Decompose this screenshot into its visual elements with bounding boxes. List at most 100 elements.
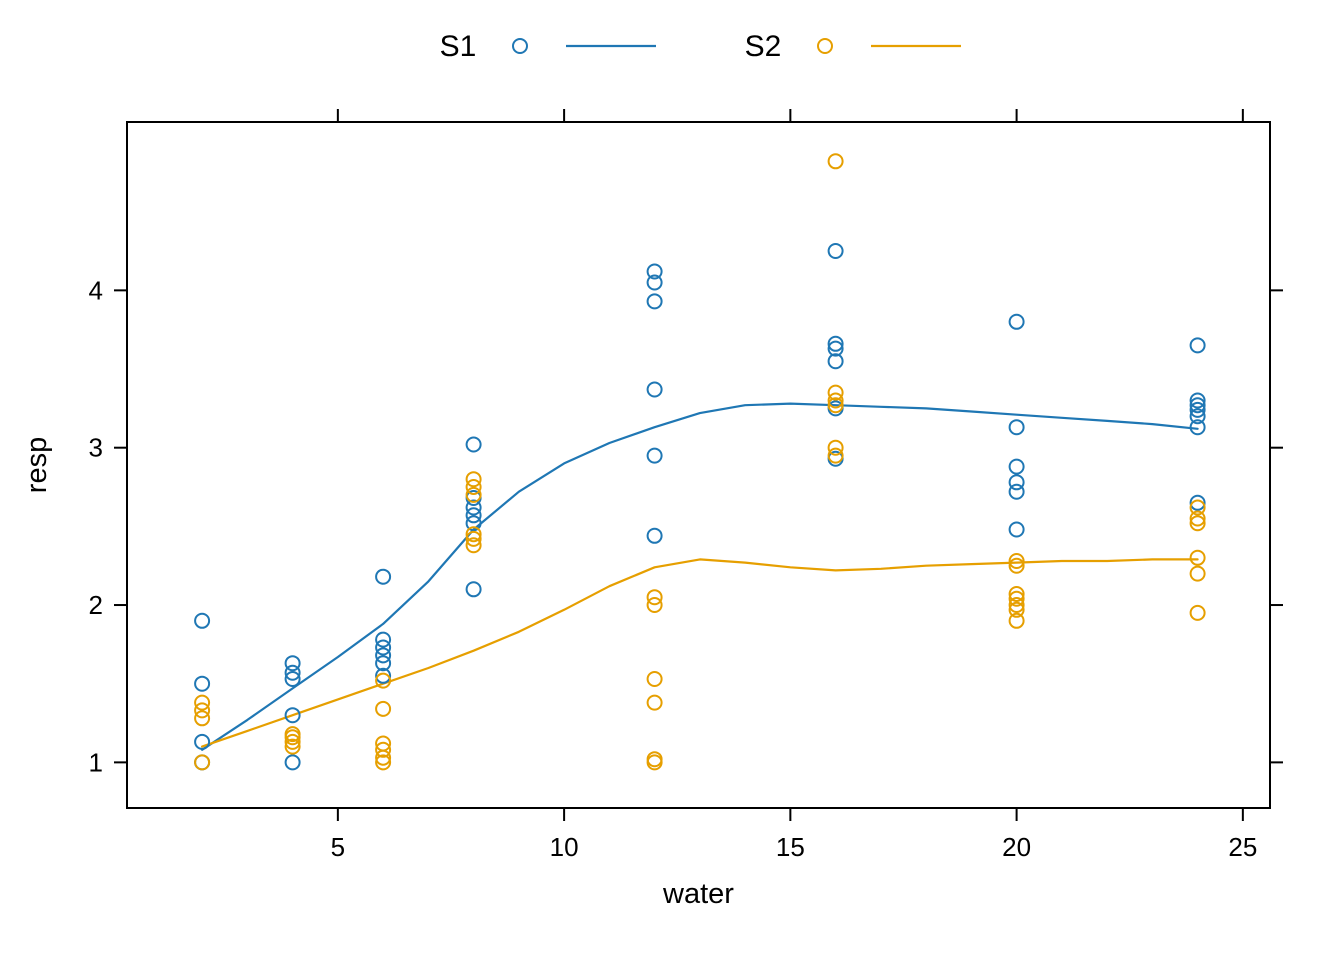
data-point-S2 (646, 671, 663, 687)
y-tick-label: 2 (89, 590, 103, 620)
data-point-S2 (827, 153, 844, 170)
data-point-S2 (646, 597, 663, 613)
data-point-S2 (646, 754, 663, 771)
data-point-S2 (194, 710, 211, 727)
y-tick-label: 1 (89, 747, 103, 777)
x-tick-label: 25 (1228, 832, 1257, 862)
data-point-S1 (465, 507, 482, 524)
data-point-S1 (465, 515, 482, 532)
x-tick-label: 15 (776, 832, 805, 862)
data-point-S1 (465, 499, 482, 516)
data-point-S2 (827, 392, 844, 409)
data-point-S1 (375, 647, 392, 664)
data-point-S1 (646, 274, 663, 291)
data-point-S1 (284, 754, 301, 771)
data-point-S2 (827, 384, 844, 401)
data-point-S2 (465, 537, 482, 554)
data-point-S2 (1008, 557, 1025, 574)
data-point-S1 (284, 671, 301, 687)
data-point-S2 (465, 526, 482, 543)
data-point-S2 (827, 397, 844, 414)
data-point-S2 (1008, 590, 1025, 607)
data-point-S2 (375, 749, 392, 766)
data-point-S1 (375, 655, 392, 672)
data-point-S1 (827, 340, 844, 357)
data-point-S1 (646, 263, 663, 280)
data-point-S1 (1008, 458, 1025, 475)
data-point-S1 (284, 655, 301, 672)
legend-label-S2: S2 (745, 30, 782, 63)
data-point-S1 (1189, 401, 1206, 418)
x-tick-label: 20 (1002, 832, 1031, 862)
data-point-S2 (375, 741, 392, 758)
data-point-S1 (1189, 408, 1206, 425)
data-point-S2 (646, 751, 663, 768)
x-axis-title: water (662, 878, 734, 910)
data-point-S1 (646, 527, 663, 544)
data-point-S2 (465, 471, 482, 488)
data-point-S2 (465, 486, 482, 503)
smooth-line-S2 (201, 558, 1199, 748)
legend-marker-S1 (512, 38, 528, 54)
data-point-S1 (646, 447, 663, 464)
data-point-S1 (646, 381, 663, 398)
y-tick-label: 3 (89, 433, 103, 463)
data-point-S1 (375, 568, 392, 585)
data-point-S2 (284, 738, 301, 755)
data-point-S2 (194, 694, 211, 711)
data-point-S1 (375, 667, 392, 684)
data-point-S2 (465, 479, 482, 495)
data-point-S2 (1008, 553, 1025, 569)
smooth-line-S1 (201, 402, 1199, 751)
data-point-S2 (284, 733, 301, 750)
data-point-S1 (194, 612, 211, 629)
data-point-S2 (284, 729, 301, 746)
x-tick-label: 10 (550, 832, 579, 862)
data-point-S2 (1008, 597, 1025, 613)
data-point-S2 (1189, 510, 1206, 527)
data-point-S1 (1008, 521, 1025, 538)
data-point-S2 (1189, 549, 1206, 566)
data-point-S2 (465, 530, 482, 547)
data-point-S1 (1008, 313, 1025, 330)
data-point-S1 (284, 707, 301, 724)
data-point-S2 (1189, 604, 1206, 621)
legend-label-S1: S1 (440, 30, 477, 63)
data-point-S1 (646, 293, 663, 310)
data-point-S1 (1189, 494, 1206, 511)
data-point-S1 (1008, 419, 1025, 436)
data-point-S2 (827, 439, 844, 456)
data-point-S2 (1189, 565, 1206, 582)
legend-marker-S2 (817, 38, 833, 54)
data-point-S1 (284, 664, 301, 681)
data-point-S2 (375, 700, 392, 717)
data-point-S2 (1189, 515, 1206, 532)
data-point-S2 (646, 694, 663, 711)
y-tick-label: 4 (89, 275, 103, 305)
data-point-S1 (1189, 392, 1206, 409)
data-point-S2 (375, 754, 392, 771)
data-point-S1 (827, 353, 844, 370)
data-point-S2 (1008, 612, 1025, 629)
plot-border (126, 121, 1271, 809)
data-point-S1 (194, 733, 211, 750)
data-point-S1 (465, 436, 482, 453)
data-point-S2 (827, 447, 844, 464)
data-point-S1 (827, 243, 844, 259)
data-point-S1 (1189, 337, 1206, 354)
data-point-S2 (375, 672, 392, 689)
data-point-S1 (1008, 474, 1025, 491)
data-point-S1 (375, 631, 392, 648)
data-point-S2 (194, 754, 211, 771)
x-tick-label: 5 (331, 832, 345, 862)
data-point-S1 (1189, 419, 1206, 436)
data-point-S2 (1008, 586, 1025, 602)
data-point-S2 (646, 589, 663, 606)
data-point-S1 (375, 639, 392, 656)
data-point-S2 (1008, 601, 1025, 618)
data-point-S1 (1189, 397, 1206, 414)
data-point-S2 (194, 702, 211, 719)
data-point-S1 (1008, 483, 1025, 500)
